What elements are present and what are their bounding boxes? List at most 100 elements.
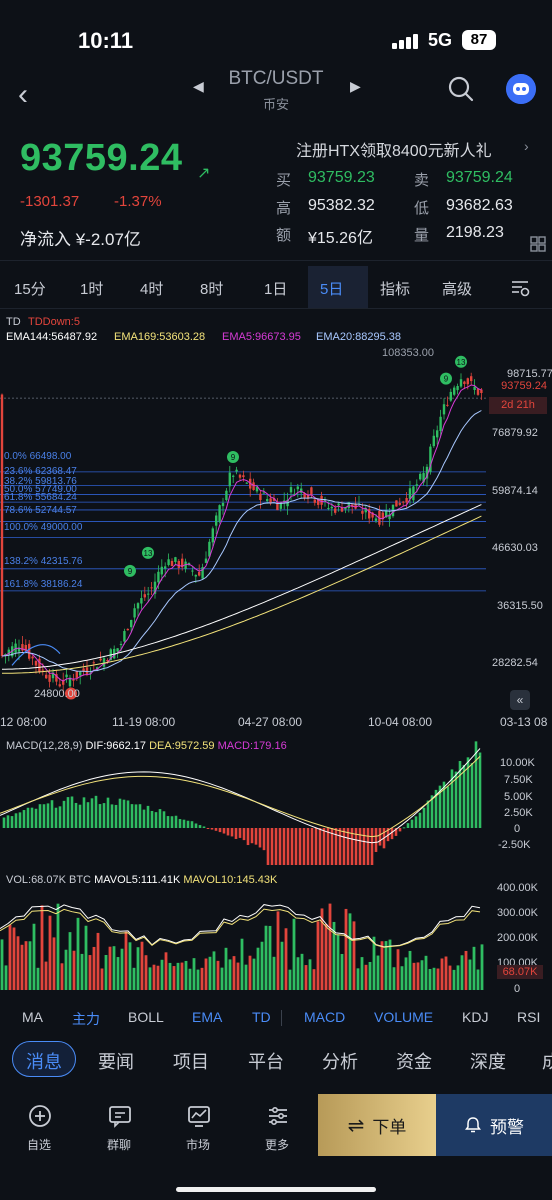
back-icon[interactable]: ‹ — [18, 78, 28, 111]
macd-bar — [34, 808, 38, 828]
volume-bar — [56, 903, 60, 990]
fib-level: 78.6% 52744.57 — [4, 505, 77, 516]
mavol5-label: MAVOL5:111.41K — [94, 874, 181, 886]
tab-5d[interactable]: 5日 — [320, 281, 344, 298]
volume-bar — [416, 962, 420, 990]
volume-bar — [192, 958, 196, 990]
nav-market[interactable]: 市场 — [186, 1138, 211, 1152]
indicator-ma[interactable]: MA — [22, 1009, 43, 1025]
macd-bar — [294, 828, 298, 865]
robot-assistant-icon[interactable] — [506, 74, 536, 104]
tab-news[interactable]: 消息 — [26, 1052, 62, 1072]
indicator-td[interactable]: TD — [252, 1009, 271, 1025]
volume-bar — [312, 969, 316, 990]
indicator-ema[interactable]: EMA — [192, 1009, 223, 1025]
tab-4h[interactable]: 4时 — [140, 281, 164, 298]
chat-icon[interactable] — [108, 1104, 132, 1128]
nav-group-chat[interactable]: 群聊 — [107, 1138, 132, 1152]
macd-bar — [450, 769, 454, 828]
tab-1d[interactable]: 1日 — [264, 281, 288, 298]
macd-dif: DIF:9662.17 — [85, 740, 147, 752]
indicator-main-force[interactable]: 主力 — [72, 1011, 100, 1027]
candle-body — [296, 486, 299, 490]
candle-body — [211, 528, 214, 543]
next-pair-icon[interactable]: ▶ — [350, 78, 361, 94]
volume-bar — [212, 951, 216, 990]
tab-8h[interactable]: 8时 — [200, 281, 224, 298]
pair-header: ‹ ◀ BTC/USDT 币安 ▶ — [0, 64, 552, 122]
tab-indicators[interactable]: 指标 — [380, 281, 411, 298]
volume-value: 2198.23 — [446, 224, 504, 241]
volume-bar — [328, 903, 332, 990]
volume-bar — [232, 956, 236, 990]
tab-platform[interactable]: 平台 — [248, 1052, 284, 1072]
candle-body — [470, 376, 473, 382]
bell-icon — [465, 1117, 481, 1133]
indicator-rsi[interactable]: RSI — [517, 1009, 541, 1025]
prev-pair-icon[interactable]: ◀ — [193, 78, 204, 94]
amount-value: ¥15.26亿 — [308, 230, 373, 247]
tab-1h[interactable]: 1时 — [80, 281, 104, 298]
volume-bar — [340, 953, 344, 990]
candle-body — [354, 503, 357, 509]
td-marker-down — [65, 687, 77, 700]
vol-label: VOL:68.07K BTC — [6, 874, 91, 886]
macd-bar — [186, 820, 190, 828]
tab-analysis[interactable]: 分析 — [322, 1052, 358, 1072]
price-alert-button[interactable]: 预警 — [436, 1094, 552, 1156]
tab-depth[interactable]: 深度 — [470, 1052, 506, 1072]
candle-body — [408, 488, 412, 499]
add-watchlist-icon[interactable] — [28, 1104, 52, 1128]
chart-settings-icon[interactable] — [510, 278, 530, 298]
volume-bar — [424, 955, 428, 990]
candlestick-chart[interactable]: 9 13 9 9 13 — [0, 345, 552, 710]
volume-bar — [80, 953, 84, 990]
grid-icon[interactable] — [530, 236, 546, 252]
indicator-boll[interactable]: BOLL — [128, 1009, 164, 1025]
candle-body — [347, 502, 350, 509]
indicator-volume[interactable]: VOLUME — [374, 1009, 434, 1025]
tab-projects[interactable]: 项目 — [173, 1052, 209, 1072]
ema20-label: EMA20:88295.38 — [316, 331, 402, 343]
pair-title[interactable]: BTC/USDT — [228, 68, 324, 89]
market-icon[interactable] — [187, 1104, 211, 1128]
mavol5-line — [0, 904, 481, 948]
candle-body — [191, 570, 194, 572]
volume-bar — [88, 955, 92, 990]
macd-bar — [418, 812, 422, 828]
macd-value: MACD:179.16 — [217, 740, 287, 752]
tab-funds[interactable]: 资金 — [396, 1052, 432, 1072]
chevron-right-icon[interactable]: › — [524, 138, 529, 154]
place-order-button[interactable]: ⇌ 下单 — [318, 1094, 436, 1156]
tab-15m[interactable]: 15分 — [14, 281, 46, 298]
candle-body — [116, 648, 119, 652]
macd-bar — [214, 828, 218, 831]
nav-more[interactable]: 更多 — [265, 1138, 290, 1152]
volume-bar — [104, 954, 108, 990]
candle-body — [456, 385, 459, 391]
candle-body — [429, 446, 432, 472]
candle-body — [62, 679, 65, 685]
volume-bar — [76, 917, 80, 990]
candle-body — [374, 518, 378, 521]
macd-bar — [402, 827, 406, 829]
macd-bar — [206, 828, 210, 829]
indicator-macd[interactable]: MACD — [304, 1009, 346, 1025]
candle-body — [167, 559, 170, 565]
candle-body — [269, 498, 272, 504]
volume-bar — [380, 941, 384, 990]
volume-bar — [296, 957, 300, 990]
volume-bar — [168, 962, 172, 990]
nav-watchlist[interactable]: 自选 — [27, 1138, 52, 1152]
volume-bar — [364, 964, 368, 990]
search-icon[interactable] — [448, 76, 474, 102]
more-icon[interactable] — [266, 1104, 290, 1128]
tab-more-cut[interactable]: 成 — [542, 1052, 552, 1072]
scroll-to-latest-icon[interactable]: « — [510, 690, 530, 710]
promo-banner[interactable]: 注册HTX领取8400元新人礼 — [296, 143, 492, 160]
tab-advanced[interactable]: 高级 — [442, 281, 473, 298]
macd-bar — [38, 804, 42, 828]
tab-headlines[interactable]: 要闻 — [98, 1052, 134, 1072]
indicator-kdj[interactable]: KDJ — [462, 1009, 489, 1025]
volume-bar — [316, 921, 320, 990]
